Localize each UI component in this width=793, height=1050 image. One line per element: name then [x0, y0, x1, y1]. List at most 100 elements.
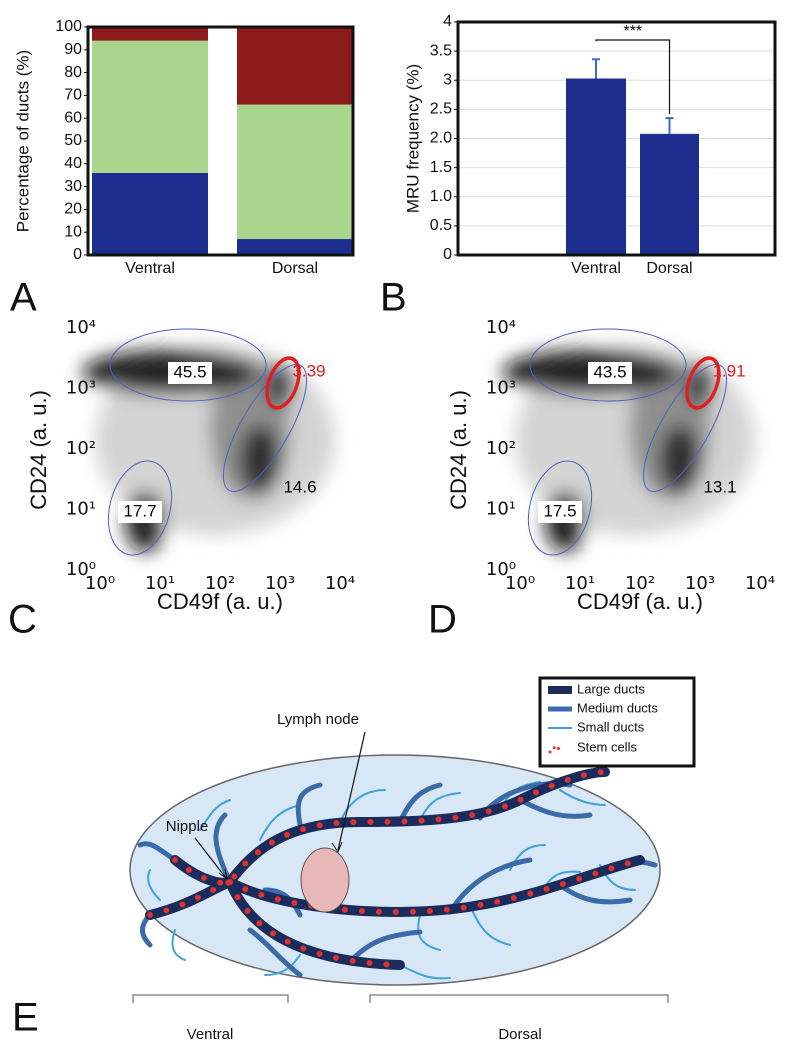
y-tick-label: 10⁰ — [66, 559, 96, 580]
gate-label-box — [538, 501, 582, 523]
x-tick-label: 10³ — [265, 573, 295, 594]
gate — [265, 356, 301, 410]
gland-outline — [129, 754, 661, 986]
y-tick-label: 50 — [64, 132, 82, 149]
bar-segment — [92, 172, 208, 255]
x-tick-label: Dorsal — [646, 260, 692, 277]
y-tick-label: 10¹ — [486, 499, 516, 520]
x-tick-label: 10⁴ — [745, 573, 775, 594]
y-axis-label: Percentage of ducts (%) — [13, 50, 32, 232]
gate-value: 17.5 — [543, 501, 576, 520]
gate-value: 45.5 — [173, 362, 206, 381]
gate-value: 17.7 — [123, 501, 156, 520]
axes-frame — [86, 25, 355, 257]
lymph-node — [300, 847, 350, 913]
arrow — [337, 731, 366, 851]
bar — [640, 133, 699, 255]
significance-bracket — [595, 39, 671, 115]
y-tick-label: 20 — [64, 201, 82, 218]
dorsal-bracket — [369, 994, 669, 1003]
y-tick-label: 70 — [64, 87, 82, 104]
bar-segment — [237, 27, 353, 105]
large-ducts — [145, 767, 645, 970]
y-tick-label: 10² — [486, 438, 516, 459]
arrow-head — [331, 841, 343, 854]
panel-label: E — [12, 996, 39, 1040]
legend-label: Large ducts — [577, 681, 645, 696]
y-tick-label: 2.0 — [430, 130, 452, 147]
medium-ducts — [137, 781, 658, 978]
gate — [107, 460, 173, 556]
x-axis-label: CD49f (a. u.) — [577, 589, 703, 614]
x-tick-label: Ventral — [571, 260, 621, 277]
y-tick-label: 0 — [73, 246, 82, 263]
significance-label: *** — [623, 23, 642, 40]
axes-frame — [456, 20, 777, 257]
gate-label-box — [118, 501, 162, 523]
y-tick-label: 1.0 — [430, 188, 452, 205]
bar-segment — [92, 27, 208, 41]
y-tick-label: 30 — [64, 178, 82, 195]
small-ducts — [147, 781, 636, 980]
x-tick-label: Ventral — [125, 260, 175, 277]
x-axis-label: CD49f (a. u.) — [157, 589, 283, 614]
x-tick-label: 10³ — [685, 573, 715, 594]
y-tick-label: 4 — [443, 13, 452, 30]
y-tick-label: 1.5 — [430, 159, 452, 176]
diagram: Lymph node Nipple Ventral Dorsal E Large… — [12, 676, 696, 1043]
bar-segment — [237, 239, 353, 255]
arrow — [194, 837, 227, 879]
y-tick-label: 60 — [64, 109, 82, 126]
y-tick-label: 100 — [55, 18, 82, 35]
x-tick-label: 10² — [205, 573, 235, 594]
gate-value: 1.91 — [712, 361, 745, 380]
y-tick-label: 10¹ — [66, 499, 96, 520]
x-tick-label: 10⁰ — [85, 573, 115, 594]
y-tick-label: 10⁰ — [486, 559, 516, 580]
bar-segment — [237, 104, 353, 240]
legend-label: Stem cells — [577, 739, 637, 754]
y-tick-label: 90 — [64, 41, 82, 58]
y-tick-label: 3 — [443, 71, 452, 88]
y-tick-label: 0.5 — [430, 217, 452, 234]
y-axis-label: CD24 (a. u.) — [446, 390, 471, 510]
legend: Large ducts Medium ducts Small ducts Ste… — [538, 676, 696, 768]
bar — [566, 78, 626, 255]
x-tick-label: 10¹ — [145, 573, 175, 594]
gate-value: 14.6 — [283, 477, 316, 496]
lymph-node-label: Lymph node — [277, 711, 359, 728]
density-blob — [240, 425, 280, 495]
gate — [642, 364, 728, 492]
y-tick-label: 80 — [64, 64, 82, 81]
gate — [222, 364, 308, 492]
gate-value: 3.39 — [292, 361, 325, 380]
ventral-bracket — [132, 994, 289, 1003]
gate-label-box — [168, 362, 212, 384]
y-tick-label: 40 — [64, 155, 82, 172]
legend-label: Medium ducts — [577, 700, 658, 715]
y-axis-label: MRU frequency (%) — [403, 64, 422, 213]
y-tick-label: 10³ — [486, 378, 516, 399]
stem-cells — [147, 769, 643, 968]
arrow-head — [218, 868, 228, 881]
y-tick-label: 10³ — [66, 378, 96, 399]
gate — [527, 460, 593, 556]
gate — [109, 328, 267, 402]
gate — [529, 328, 687, 402]
y-tick-label: 2.5 — [430, 101, 452, 118]
panel-label: C — [8, 598, 37, 642]
nipple-label: Nipple — [166, 818, 209, 835]
gate-value: 43.5 — [593, 362, 626, 381]
x-tick-label: 10¹ — [565, 573, 595, 594]
y-tick-label: 3.5 — [430, 42, 452, 59]
x-tick-label: 10² — [625, 573, 655, 594]
y-tick-label: 0 — [443, 246, 452, 263]
panel-label: D — [428, 598, 457, 642]
y-tick-label: 10 — [64, 223, 82, 240]
dorsal-label: Dorsal — [498, 1026, 541, 1043]
gate-value: 13.1 — [703, 477, 736, 496]
panel-label: B — [380, 276, 407, 320]
ventral-label: Ventral — [187, 1026, 234, 1043]
gate — [685, 356, 721, 410]
